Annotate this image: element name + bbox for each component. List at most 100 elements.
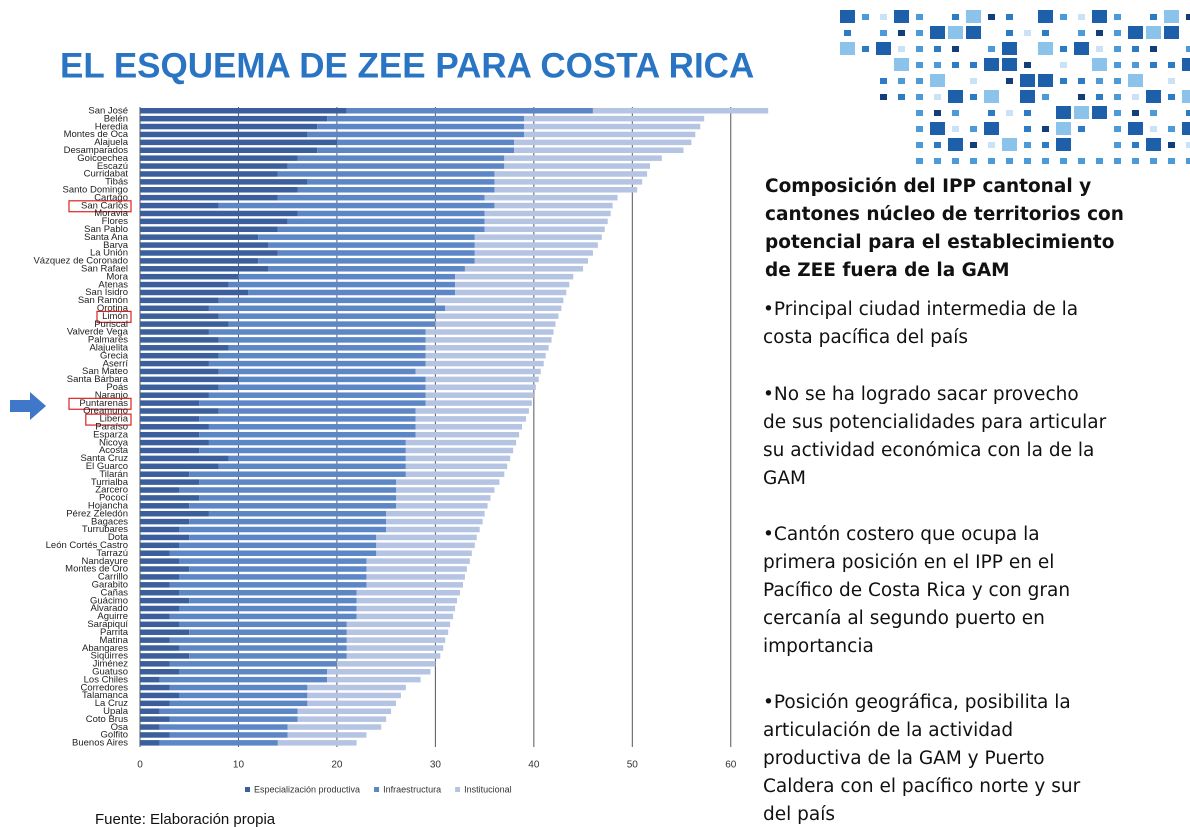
panel-text: primera posición en el IPP en el: [763, 552, 1054, 573]
bar-segment: [140, 147, 318, 154]
tile: [1114, 46, 1121, 52]
y-tick-label: Atenas: [98, 279, 128, 290]
bar-segment: [140, 487, 180, 493]
bar-segment: [179, 542, 377, 549]
bar-segment: [396, 495, 491, 501]
tile: [1056, 106, 1071, 119]
tile: [1114, 62, 1121, 68]
bar-segment: [140, 384, 219, 391]
tile: [1096, 94, 1103, 100]
tile: [916, 110, 923, 116]
tile: [1078, 30, 1085, 36]
bar-segment: [179, 589, 357, 596]
bar-segment: [140, 392, 209, 398]
legend-swatch: [455, 787, 461, 792]
bar-segment: [218, 384, 426, 391]
bar-segment: [504, 163, 651, 169]
tile: [840, 10, 855, 23]
tile: [916, 30, 923, 36]
bar-segment: [140, 653, 190, 659]
bar-segment: [140, 194, 278, 201]
tile: [952, 126, 959, 132]
y-tick-label: Turrialba: [91, 477, 129, 488]
bar-segment: [356, 589, 460, 596]
bar-segment: [425, 329, 554, 335]
bar-segment: [140, 629, 190, 635]
x-tick-label: 30: [430, 760, 442, 771]
arrow: [10, 392, 46, 420]
bar-segment: [415, 431, 520, 438]
bar-segment: [524, 131, 696, 138]
bar-segment: [140, 281, 229, 288]
tile: [1078, 126, 1085, 132]
bar-segment: [140, 305, 209, 312]
bar-segment: [277, 740, 357, 746]
tile: [1132, 94, 1139, 100]
tile: [984, 58, 999, 71]
bar-segment: [189, 597, 357, 604]
bar-segment: [287, 732, 367, 738]
bar-segment: [199, 479, 396, 485]
y-tick-label: Turrubares: [82, 524, 128, 535]
y-tick-label: Buenos Aires: [72, 738, 128, 749]
bar-segment: [307, 700, 396, 707]
bar-segment: [140, 123, 318, 130]
bar-segment: [140, 589, 180, 596]
bar-segment: [386, 510, 485, 517]
y-tick-label: Carrillo: [98, 572, 128, 583]
panel-text: su actividad económica con la de la: [763, 440, 1094, 461]
y-tick-label: León Cortés Castro: [46, 540, 128, 551]
tile: [1006, 30, 1013, 36]
bar-segment: [218, 352, 426, 359]
tile: [880, 30, 887, 36]
bar-segment: [140, 352, 219, 359]
tile: [1128, 74, 1143, 87]
tile: [1002, 42, 1017, 55]
tile: [1006, 14, 1013, 20]
bar-segment: [169, 637, 347, 643]
tile: [934, 142, 941, 148]
slide-title: EL ESQUEMA DE ZEE PARA COSTA RICA: [60, 46, 754, 85]
bar-segment: [366, 574, 465, 580]
bar-segment: [366, 558, 470, 564]
bar-segment: [238, 376, 426, 383]
bar-segment: [140, 740, 160, 746]
tile: [1168, 158, 1175, 164]
tile: [948, 90, 963, 103]
y-tick-label: Jiménez: [93, 659, 129, 670]
bar-segment: [356, 605, 456, 612]
y-tick-label: Matina: [99, 635, 128, 646]
bar-segment: [435, 321, 556, 327]
tile: [880, 14, 887, 20]
tile: [862, 46, 869, 52]
decoration: [840, 10, 1190, 164]
tile: [898, 30, 905, 36]
y-tick-label: Siquirres: [91, 651, 129, 662]
tile: [1186, 110, 1190, 116]
y-tick-label: Dota: [108, 532, 129, 543]
bar-segment: [307, 131, 524, 138]
bar-segment: [140, 329, 209, 335]
tile: [880, 78, 887, 84]
tile: [1182, 90, 1190, 103]
bar-segment: [140, 510, 209, 517]
bar-segment: [169, 582, 367, 588]
tile: [1038, 74, 1053, 87]
tile: [880, 94, 887, 100]
tile: [1006, 78, 1013, 84]
bar-segment: [140, 526, 180, 533]
bar-segment: [425, 352, 546, 359]
bar-segment: [455, 273, 574, 280]
bar-segment: [405, 455, 511, 462]
bar-segment: [366, 582, 463, 588]
y-tick-label: Montes de Oro: [65, 564, 128, 575]
bar-segment: [140, 692, 180, 699]
tile: [1146, 138, 1161, 151]
bar-segment: [415, 416, 526, 422]
bar-segment: [277, 194, 485, 201]
bar-segment: [484, 226, 605, 233]
tile: [1114, 110, 1121, 116]
panel-text: del país: [763, 804, 835, 825]
bar-segment: [140, 637, 170, 643]
tile: [916, 142, 923, 148]
